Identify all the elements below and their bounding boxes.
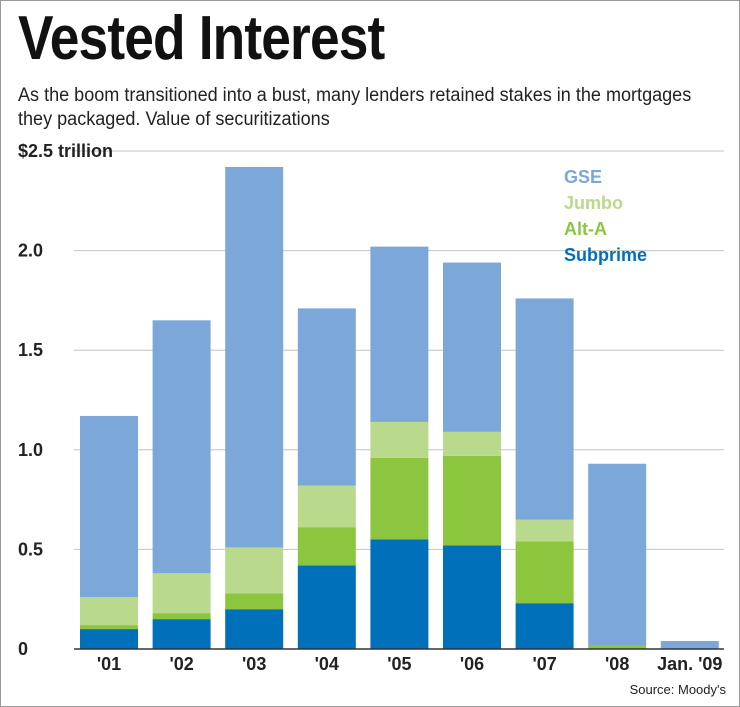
bar-alt-a-0 [80,625,138,630]
bar-gse-7 [588,463,647,646]
bar-subprime-1 [152,619,211,649]
bar-jumbo-2 [225,547,284,594]
bar-jumbo-5 [443,431,501,456]
x-tick-label: '08 [605,654,629,674]
bar-jumbo-1 [152,573,211,614]
bar-jumbo-6 [515,519,574,542]
bar-gse-6 [515,298,574,520]
y-tick-label: 0 [18,639,28,659]
y-tick-label: $2.5 trillion [18,141,113,161]
x-tick-label: Jan. '09 [657,654,722,674]
legend-entry-alt-a: Alt-A [564,219,607,239]
x-tick-label: '07 [532,654,556,674]
legend-entry-gse: GSE [564,167,602,187]
chart-title: Vested Interest [18,4,385,73]
legend-entry-subprime: Subprime [564,245,647,265]
bar-alt-a-7 [588,645,647,649]
bar-gse-3 [297,308,356,486]
bar-gse-2 [225,166,284,548]
chart-subtitle: As the boom transitioned into a bust, ma… [18,85,692,130]
y-tick-label: 1.5 [18,340,43,360]
bar-subprime-0 [80,629,138,649]
y-tick-label: 2.0 [18,241,43,261]
bar-gse-1 [152,320,211,574]
bar-alt-a-2 [225,593,284,610]
bar-subprime-4 [370,539,429,649]
x-tick-label: '02 [169,654,193,674]
bar-alt-a-1 [152,613,211,620]
x-tick-label: '03 [242,654,266,674]
bar-alt-a-3 [297,527,356,566]
y-tick-label: 0.5 [18,539,43,559]
x-tick-label: '04 [315,654,339,674]
y-tick-label: 1.0 [18,440,43,460]
x-tick-label: '05 [387,654,411,674]
bar-alt-a-4 [370,457,429,540]
bar-gse-0 [80,415,138,598]
bar-subprime-6 [515,603,574,649]
x-tick-label: '06 [460,654,484,674]
bar-alt-a-6 [515,541,574,604]
bar-subprime-5 [443,545,501,649]
bar-gse-4 [370,246,429,422]
source-note: Source: Moody's [630,682,727,697]
bar-jumbo-4 [370,421,429,458]
bar-gse-5 [443,262,501,432]
x-tick-label: '01 [97,654,121,674]
bar-subprime-2 [225,609,284,649]
bar-jumbo-0 [80,597,138,626]
bar-subprime-3 [297,565,356,649]
legend-entry-jumbo: Jumbo [564,193,623,213]
bar-alt-a-5 [443,455,501,546]
bar-gse-8 [660,641,719,649]
bar-jumbo-3 [297,485,356,528]
